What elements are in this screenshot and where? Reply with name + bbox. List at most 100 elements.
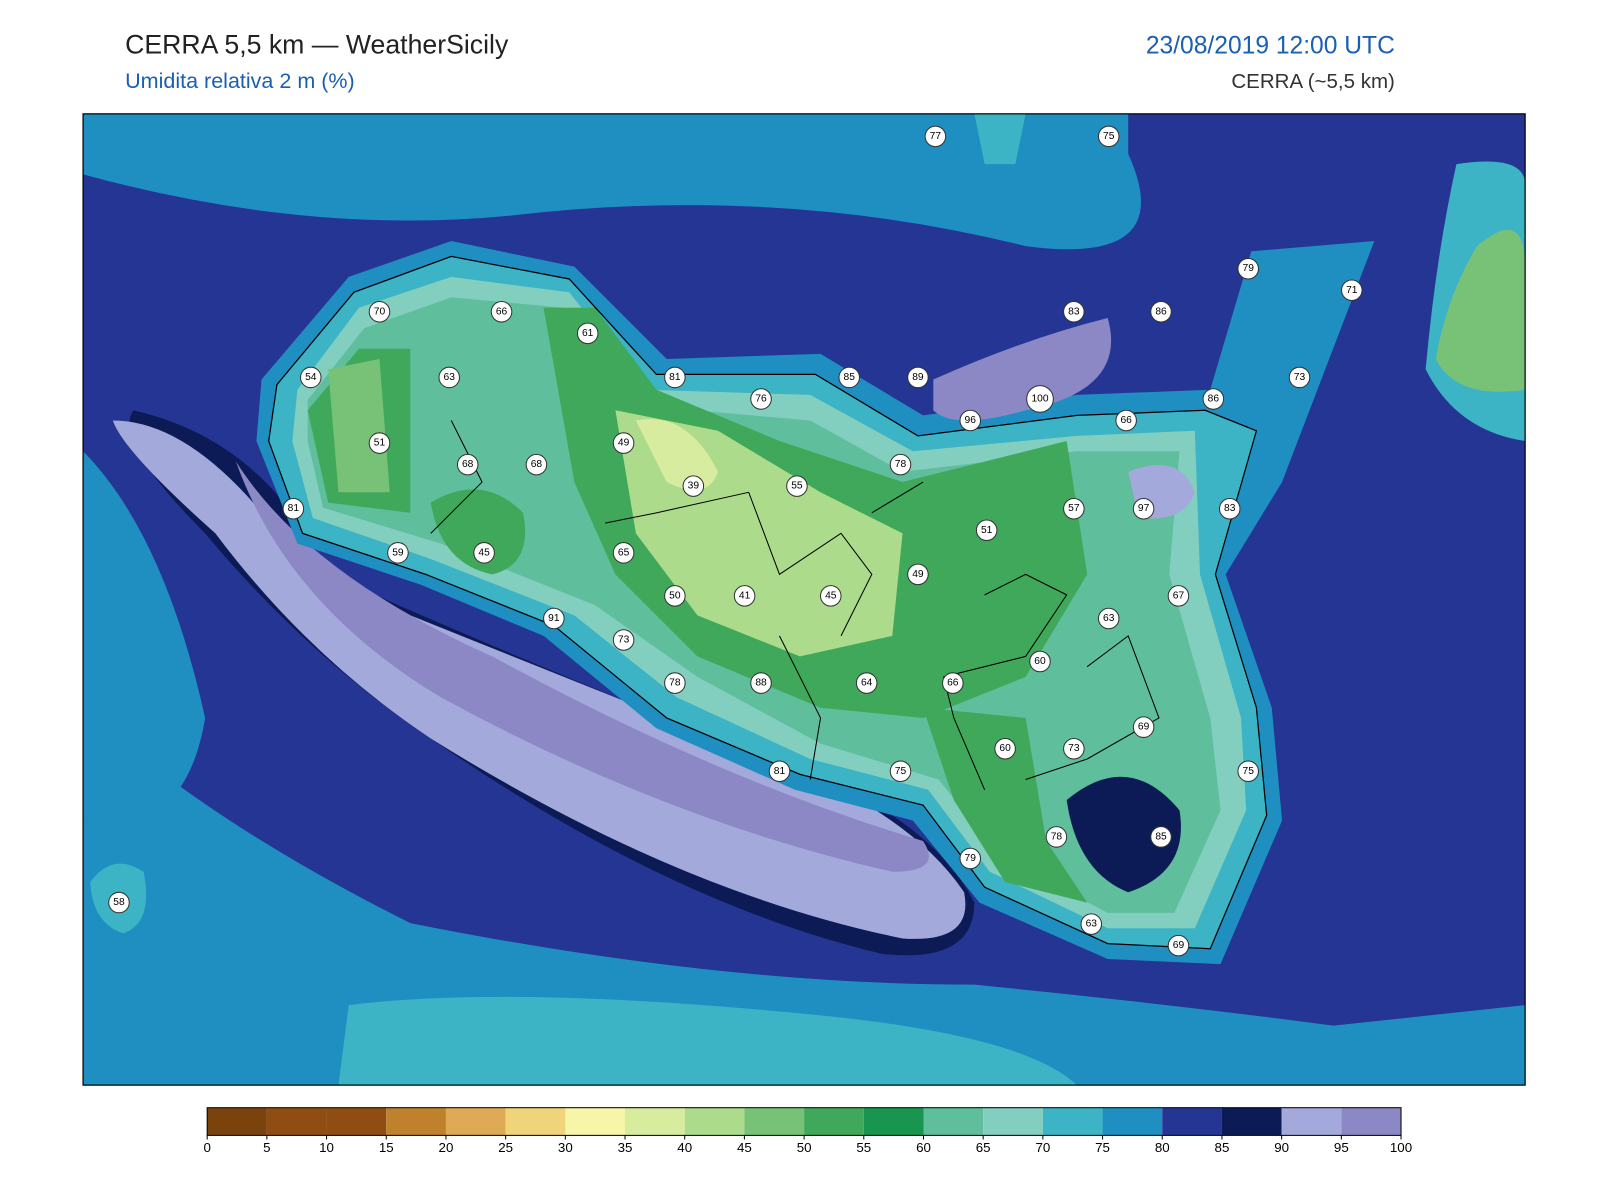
station-value: 41 xyxy=(739,590,751,601)
band-50-55 xyxy=(430,489,526,575)
station-marker xyxy=(889,453,912,476)
colorbar-tick-label: 40 xyxy=(677,1140,692,1155)
station-value: 81 xyxy=(288,503,300,514)
station-marker xyxy=(820,585,842,607)
colorbar-segment xyxy=(863,1107,924,1136)
station-marker xyxy=(1115,409,1137,432)
datetime: 23/08/2019 12:00 UTC xyxy=(1146,32,1395,59)
band-45-50 xyxy=(328,358,390,493)
station-marker xyxy=(1097,607,1120,630)
station-value: 66 xyxy=(1120,415,1132,426)
station-value: 59 xyxy=(392,547,404,558)
station-marker xyxy=(387,542,409,564)
colorbar-segment xyxy=(1102,1107,1163,1136)
colorbar-tick-label: 65 xyxy=(976,1140,991,1155)
colorbar-segment xyxy=(923,1107,984,1136)
colorbar-segment xyxy=(744,1107,805,1136)
station-value: 71 xyxy=(1346,285,1358,296)
title: CERRA 5,5 km — WeatherSicily xyxy=(125,29,509,59)
station-marker xyxy=(282,497,305,520)
station-value: 83 xyxy=(1224,503,1236,514)
colorbar-tick-label: 60 xyxy=(916,1140,931,1155)
station-value: 63 xyxy=(1086,919,1098,930)
colorbar-segment xyxy=(266,1107,327,1136)
station-marker xyxy=(994,737,1016,760)
station-value: 57 xyxy=(1068,503,1080,514)
station-value: 75 xyxy=(1103,131,1115,142)
station-marker xyxy=(368,301,391,323)
station-value: 100 xyxy=(1031,393,1048,404)
station-value: 86 xyxy=(1155,306,1167,317)
colorbar-tick-label: 95 xyxy=(1334,1140,1349,1155)
colorbar-tick-label: 55 xyxy=(856,1140,871,1155)
station-marker xyxy=(368,432,391,454)
band-95-100 xyxy=(235,461,929,872)
colorbar: 0 5 10 15 20 25 30 35 40 45 50 55 60 65 70 75 80 85 90 95 10… xyxy=(203,1107,1412,1155)
station-value: 78 xyxy=(895,459,907,470)
colorbar-segment xyxy=(1162,1107,1222,1136)
station-marker xyxy=(299,366,322,389)
station-marker xyxy=(473,542,495,564)
station-marker xyxy=(1167,934,1190,957)
station-marker xyxy=(733,585,756,607)
colorbar-segment xyxy=(207,1107,267,1136)
station-value: 73 xyxy=(618,635,630,646)
station-marker xyxy=(1237,257,1259,280)
station-marker xyxy=(1029,650,1051,673)
colorbar-tick-label: 45 xyxy=(737,1140,752,1155)
station-value: 60 xyxy=(999,743,1011,754)
province-borders xyxy=(430,420,1160,790)
station-value: 97 xyxy=(1138,503,1150,514)
station-marker xyxy=(1063,737,1085,760)
station-value: 49 xyxy=(912,569,924,580)
station-marker xyxy=(750,672,772,694)
station-marker xyxy=(1063,301,1085,323)
colorbar-tick-label: 20 xyxy=(439,1140,454,1155)
colorbar-segment xyxy=(684,1107,745,1136)
station-marker xyxy=(664,672,686,694)
colorbar-tick-label: 90 xyxy=(1274,1140,1289,1155)
band-75-80 xyxy=(83,707,1526,1086)
station-marker xyxy=(1202,388,1225,410)
station-value: 83 xyxy=(1068,306,1080,317)
station-value: 70 xyxy=(374,306,386,317)
station-marker xyxy=(612,432,635,454)
colorbar-segment xyxy=(1281,1107,1342,1136)
station-value: 73 xyxy=(1294,372,1306,383)
station-marker xyxy=(959,409,982,432)
station-value: 45 xyxy=(825,590,837,601)
station-value: 50 xyxy=(669,590,681,601)
station-value: 67 xyxy=(1173,590,1185,601)
station-value: 60 xyxy=(1034,656,1046,667)
station-value: 81 xyxy=(669,372,681,383)
station-value: 61 xyxy=(582,328,594,339)
colorbar-tick-label: 80 xyxy=(1155,1140,1170,1155)
station-marker xyxy=(682,475,705,497)
colorbar-segment xyxy=(505,1107,566,1136)
station-marker xyxy=(1080,913,1103,935)
station-marker xyxy=(1150,826,1172,848)
station-marker xyxy=(1218,497,1241,520)
station-marker xyxy=(612,542,635,564)
colorbar-tick-label: 10 xyxy=(319,1140,334,1155)
band-75-80 xyxy=(83,451,206,824)
station-marker xyxy=(1150,301,1172,323)
band-35-40 xyxy=(635,419,718,491)
colorbar-tick-label: 5 xyxy=(263,1140,270,1155)
colorbar-segment xyxy=(1341,1107,1402,1136)
station-marker xyxy=(1097,125,1120,148)
station-marker xyxy=(889,760,912,783)
station-marker xyxy=(1288,366,1311,389)
colorbar-tick-label: 0 xyxy=(203,1140,210,1155)
band-70-75 xyxy=(338,996,1077,1086)
colorbar-tick-label: 70 xyxy=(1035,1140,1050,1155)
station-value: 78 xyxy=(669,678,681,689)
colorbar-segment xyxy=(326,1107,387,1136)
station-value: 66 xyxy=(496,306,508,317)
station-value: 85 xyxy=(844,372,856,383)
station-marker xyxy=(664,585,686,607)
colorbar-segment xyxy=(983,1107,1043,1136)
colorbar-tick-label: 15 xyxy=(379,1140,394,1155)
colorbar-segment xyxy=(1042,1107,1103,1136)
